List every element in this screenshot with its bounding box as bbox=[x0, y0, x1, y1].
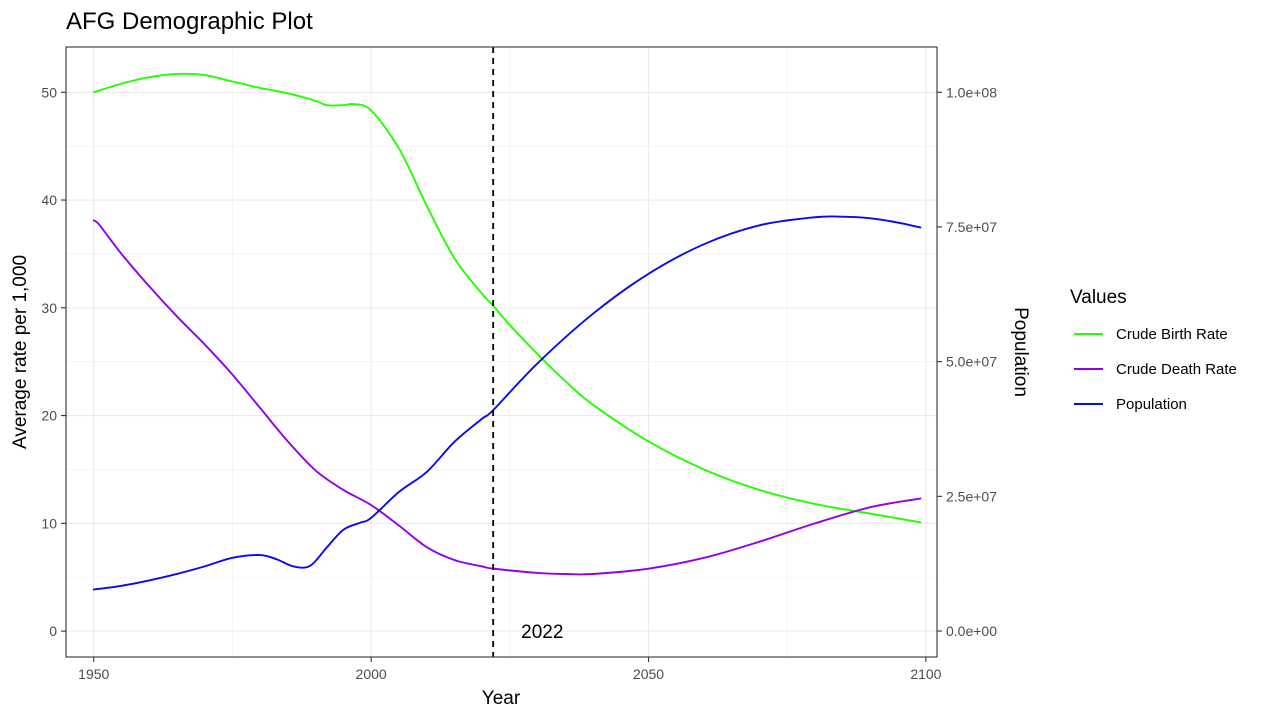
plot-panel-border bbox=[65, 46, 938, 658]
y2-tick-label: 7.5e+07 bbox=[946, 219, 997, 235]
y2-tick-label: 1.0e+08 bbox=[946, 84, 997, 100]
y-axis-ticks: 0 10 20 30 40 50 bbox=[41, 84, 66, 639]
legend-label-population: Population bbox=[1116, 396, 1187, 413]
series-line-crude-birth-rate bbox=[92, 72, 922, 524]
legend-label-crude-birth-rate: Crude Birth Rate bbox=[1116, 326, 1228, 343]
x-axis-title: Year bbox=[482, 688, 521, 709]
series-line-crude-death-rate bbox=[92, 219, 922, 576]
grid-major-lines bbox=[66, 47, 937, 657]
legend-label-crude-death-rate: Crude Death Rate bbox=[1116, 361, 1237, 378]
x-tick-label: 2000 bbox=[356, 666, 387, 682]
y-axis-title: Average rate per 1,000 bbox=[10, 255, 31, 449]
y-tick-label: 50 bbox=[41, 84, 57, 100]
y-tick-label: 40 bbox=[41, 192, 57, 208]
y2-tick-label: 0.0e+00 bbox=[946, 623, 997, 639]
chart-title: AFG Demographic Plot bbox=[66, 8, 313, 35]
y2-axis-title: Population bbox=[1010, 307, 1031, 397]
plot-background bbox=[66, 47, 937, 657]
y-tick-label: 0 bbox=[49, 623, 57, 639]
y-tick-label: 30 bbox=[41, 300, 57, 316]
x-axis-ticks: 1950 2000 2050 2100 bbox=[78, 657, 942, 682]
y-tick-label: 20 bbox=[41, 408, 57, 424]
x-tick-label: 2100 bbox=[910, 666, 941, 682]
x-tick-label: 2050 bbox=[633, 666, 664, 682]
y-tick-label: 10 bbox=[41, 515, 57, 531]
y2-tick-label: 5.0e+07 bbox=[946, 354, 997, 370]
vline-label: 2022 bbox=[521, 622, 563, 643]
legend: Crude Birth Rate Crude Death Rate Populati… bbox=[1074, 326, 1237, 413]
grid-minor-lines bbox=[66, 47, 937, 657]
legend-title: Values bbox=[1070, 287, 1127, 308]
x-tick-label: 1950 bbox=[78, 666, 109, 682]
y2-axis-ticks: 0.0e+00 2.5e+07 5.0e+07 7.5e+07 1.0e+08 bbox=[937, 84, 997, 639]
series-line-population bbox=[92, 215, 922, 591]
series-lines bbox=[92, 72, 922, 591]
y2-tick-label: 2.5e+07 bbox=[946, 488, 997, 504]
